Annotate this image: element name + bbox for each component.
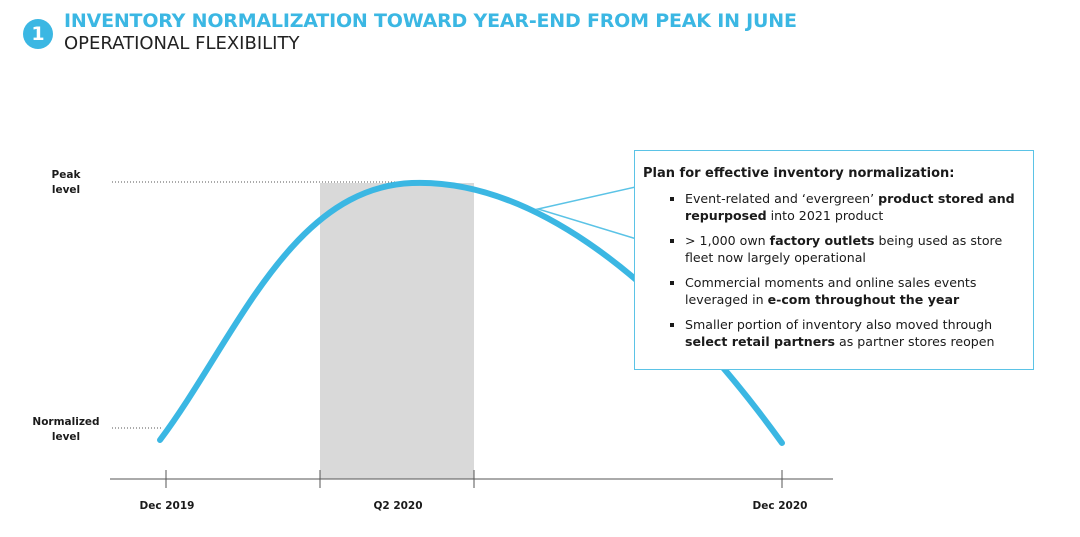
bold-text: select retail partners	[685, 334, 836, 349]
subtitle: OPERATIONAL FLEXIBILITY	[64, 33, 300, 54]
text: as partner stores reopen	[835, 334, 995, 349]
peak-label: Peak level	[31, 168, 101, 198]
x-label: Dec 2019	[139, 500, 195, 512]
badge: 1	[23, 19, 53, 49]
title: INVENTORY NORMALIZATION TOWARD YEAR-END …	[64, 10, 797, 32]
callout-box: Plan for effective inventory normalizati…	[634, 150, 1034, 370]
bullet-list: Event-related and ‘evergreen’ product st…	[643, 190, 1025, 350]
x-label: Dec 2020	[752, 500, 808, 512]
label-text: Peak level	[51, 169, 81, 196]
callout-title: Plan for effective inventory normalizati…	[643, 166, 955, 181]
text: into 2021 product	[766, 208, 884, 223]
text: Event-related and ‘evergreen’	[685, 191, 879, 206]
q2-highlight	[320, 183, 474, 479]
x-label: Q2 2020	[373, 500, 423, 512]
bullet: > 1,000 own factory outlets being used a…	[685, 232, 1025, 266]
normalized-label: Normalized level	[32, 416, 100, 443]
bold-text: product stored and repurposed	[685, 191, 1015, 223]
bullet: Event-related and ‘evergreen’ product st…	[685, 190, 1025, 224]
text: > 1,000 own	[685, 233, 770, 248]
bold-text: e-com throughout the year	[767, 292, 960, 307]
callout-pointer	[535, 185, 641, 242]
bullet: Commercial moments and online sales even…	[685, 274, 1025, 308]
text: being used as store fleet now largely op…	[685, 233, 1003, 265]
bold-text: factory outlets	[769, 233, 875, 248]
text: Smaller portion of inventory also moved …	[685, 317, 993, 332]
bullet: Smaller portion of inventory also moved …	[685, 316, 1025, 350]
text: Commercial moments and online sales even…	[685, 275, 977, 307]
